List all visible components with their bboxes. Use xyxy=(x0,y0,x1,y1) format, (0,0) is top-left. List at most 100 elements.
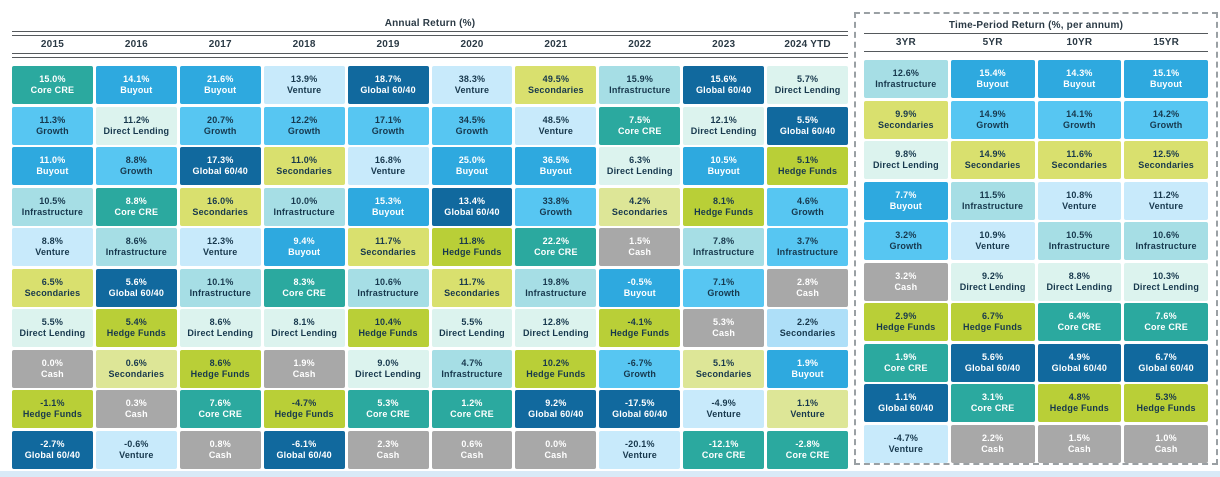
return-cell-secondaries: 16.0% Secondaries xyxy=(179,187,261,226)
return-cell-core-cre: 15.0% Core CRE xyxy=(12,66,93,104)
return-cell-core-cre: 7.6% Core CRE xyxy=(179,390,261,428)
return-value: 8.8% xyxy=(41,236,64,246)
asset-class-label: Venture xyxy=(975,241,1010,251)
return-cell-infrastructure: 11.5% Infrastructure xyxy=(950,181,1035,220)
asset-class-label: Global 60/40 xyxy=(360,85,416,95)
return-cell-core-cre: 8.3% Core CRE xyxy=(263,268,345,307)
return-cell-cash: 1.9% Cash xyxy=(263,349,345,388)
asset-class-label: Core CRE xyxy=(1057,322,1102,332)
time-period-return-grid: 12.6% Infrastructure 9.9% Secondaries 9.8% Di… xyxy=(864,60,1208,463)
return-value: 1.0% xyxy=(1155,432,1177,443)
asset-class-label: Global 60/40 xyxy=(964,362,1021,373)
return-cell-buyout: 15.4% Buyout xyxy=(950,60,1035,98)
return-value: 17.1% xyxy=(374,114,402,125)
column-header-10yr: 10YR xyxy=(1066,37,1093,48)
return-value: 11.5% xyxy=(979,189,1006,200)
return-value: 2.3% xyxy=(377,438,399,449)
asset-class-label: Core CRE xyxy=(970,403,1015,413)
asset-class-label: Infrastructure xyxy=(525,287,587,298)
return-value: 11.0% xyxy=(39,155,66,165)
return-value: 3.7% xyxy=(796,236,819,246)
return-value: 11.6% xyxy=(1066,149,1093,159)
asset-class-label: Buyout xyxy=(204,85,237,95)
asset-class-label: Core CRE xyxy=(884,362,928,373)
return-value: 10.6% xyxy=(374,276,402,287)
return-value: 8.8% xyxy=(125,195,148,206)
return-cell-infrastructure: 10.5% Infrastructure xyxy=(1037,222,1122,260)
column-header-2018: 2018 xyxy=(292,39,316,50)
asset-class-label: Core CRE xyxy=(785,449,830,460)
asset-class-label: Infrastructure xyxy=(357,287,419,298)
return-cell-core-cre: 8.8% Core CRE xyxy=(95,187,177,226)
asset-class-label: Infrastructure xyxy=(273,206,335,217)
return-cell-infrastructure: 10.6% Infrastructure xyxy=(347,268,429,307)
return-cell-buyout: 15.1% Buyout xyxy=(1124,60,1208,98)
asset-class-label: Global 60/40 xyxy=(878,403,934,413)
asset-class-label: Cash xyxy=(712,328,736,338)
return-value: -0.5% xyxy=(627,276,653,287)
return-cell-venture: -4.7% Venture xyxy=(864,424,948,463)
return-cell-global-60-40: -17.5% Global 60/40 xyxy=(599,390,681,428)
asset-class-label: Venture xyxy=(454,85,490,95)
return-value: 9.0% xyxy=(377,357,399,368)
return-value: 9.9% xyxy=(895,108,917,119)
return-cell-hedge-funds: 4.8% Hedge Funds xyxy=(1037,384,1122,422)
asset-class-label: Cash xyxy=(1067,443,1091,454)
return-cell-cash: 0.3% Cash xyxy=(95,390,177,428)
asset-class-label: Infrastructure xyxy=(105,247,168,257)
return-value: 3.1% xyxy=(981,392,1004,402)
asset-class-label: Cash xyxy=(460,449,484,460)
return-value: 1.1% xyxy=(796,398,819,408)
return-value: 19.8% xyxy=(542,276,570,287)
return-value: 2.8% xyxy=(796,276,819,287)
column-header-5yr: 5YR xyxy=(982,37,1003,48)
return-cell-cash: 1.5% Cash xyxy=(1037,424,1122,463)
return-cell-secondaries: 14.9% Secondaries xyxy=(950,141,1035,179)
return-cell-growth: 17.1% Growth xyxy=(347,106,429,145)
return-cell-growth: 14.9% Growth xyxy=(950,100,1035,139)
return-value: 13.9% xyxy=(290,74,318,84)
column-header-2020: 2020 xyxy=(460,39,484,50)
return-value: 14.1% xyxy=(1066,108,1093,119)
return-value: 9.8% xyxy=(895,149,917,159)
asset-class-label: Core CRE xyxy=(198,409,243,419)
asset-class-label: Buyout xyxy=(707,166,740,176)
return-cell-global-60-40: 6.7% Global 60/40 xyxy=(1124,343,1208,382)
asset-class-label: Global 60/40 xyxy=(1051,362,1108,373)
return-value: 0.8% xyxy=(209,438,231,449)
asset-class-label: Global 60/40 xyxy=(192,166,248,176)
asset-class-label: Infrastructure xyxy=(1135,241,1197,251)
return-value: 5.1% xyxy=(796,155,819,165)
return-cell-buyout: 11.0% Buyout xyxy=(12,147,93,185)
return-value: 8.6% xyxy=(209,317,231,327)
return-value: 1.1% xyxy=(895,392,917,402)
asset-class-label: Direct Lending xyxy=(1046,281,1113,292)
asset-class-label: Buyout xyxy=(889,200,922,211)
return-cell-venture: 8.8% Venture xyxy=(12,228,93,266)
return-cell-secondaries: 11.7% Secondaries xyxy=(431,268,513,307)
return-cell-infrastructure: 8.6% Infrastructure xyxy=(95,228,177,266)
return-value: -6.7% xyxy=(627,357,653,368)
column-header-15yr: 15YR xyxy=(1153,37,1180,48)
return-value: 12.5% xyxy=(1152,149,1180,159)
asset-class-label: Infrastructure xyxy=(693,247,755,257)
return-value: 4.9% xyxy=(1068,351,1091,362)
return-cell-growth: 34.5% Growth xyxy=(431,106,513,145)
asset-class-label: Direct Lending xyxy=(872,160,939,170)
asset-class-label: Growth xyxy=(36,125,69,136)
return-cell-core-cre: 22.2% Core CRE xyxy=(515,228,597,266)
return-cell-cash: 0.8% Cash xyxy=(179,430,261,469)
asset-class-label: Venture xyxy=(35,247,70,257)
return-value: 10.5% xyxy=(1066,230,1093,240)
return-value: 7.5% xyxy=(629,114,651,125)
return-value: 1.5% xyxy=(1068,432,1091,443)
asset-class-label: Buyout xyxy=(539,166,572,176)
return-value: 49.5% xyxy=(542,74,570,84)
return-value: -20.1% xyxy=(624,438,655,449)
return-cell-hedge-funds: 8.1% Hedge Funds xyxy=(683,187,765,226)
return-cell-hedge-funds: 5.1% Hedge Funds xyxy=(767,147,849,185)
asset-class-label: Venture xyxy=(370,166,406,176)
return-value: 6.5% xyxy=(41,276,64,287)
asset-class-label: Direct Lending xyxy=(959,281,1026,292)
